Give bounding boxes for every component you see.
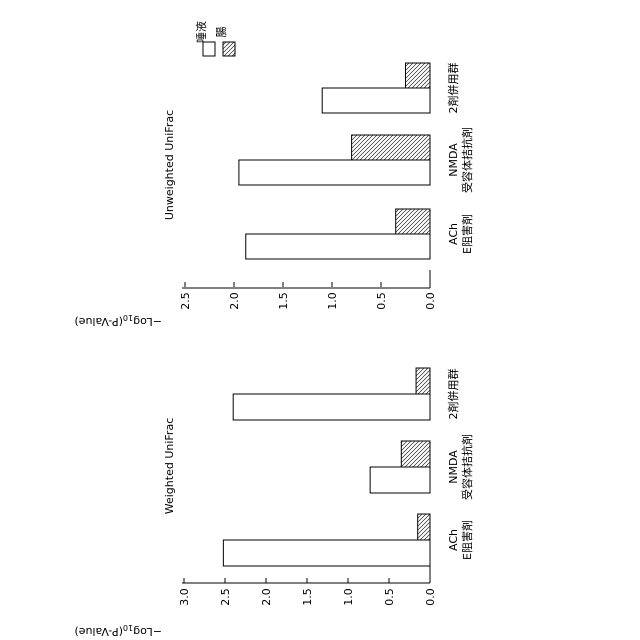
legend-swatch-intestine — [223, 42, 235, 56]
category-label: ACh — [447, 223, 460, 245]
tick-label: 3.0 — [178, 588, 191, 606]
tick-label: 0.0 — [424, 588, 437, 606]
bar-intestine — [401, 441, 430, 467]
bar-intestine — [396, 209, 430, 234]
bar-saliva — [239, 160, 430, 185]
unweighted-ticks: 0.0 0.5 1.0 1.5 2.0 2.5 — [179, 282, 437, 310]
bar-intestine — [418, 514, 430, 540]
weighted-ticks: 0.0 0.5 1.0 1.5 2.0 2.5 3.0 — [178, 578, 437, 606]
legend: 唾液 腸 — [194, 21, 235, 56]
bar-intestine — [416, 368, 430, 394]
legend-swatch-saliva — [203, 42, 215, 56]
category-label: 2剤併用群 — [446, 369, 460, 420]
category-label: NMDA — [447, 450, 460, 484]
tick-label: 1.0 — [342, 588, 355, 606]
tick-label: 1.5 — [277, 292, 290, 310]
bar-saliva — [370, 467, 430, 493]
unweighted-unifrac-panel: 0.0 0.5 1.0 1.5 2.0 2.5 AChE阻害剤 NMDA受容体拮抗剤2剤併用… — [74, 63, 474, 329]
unweighted-title: Unweighted UniFrac — [163, 110, 176, 220]
weighted-title: Weighted UniFrac — [163, 418, 176, 515]
category-label: ACh — [447, 529, 460, 551]
tick-label: 2.5 — [179, 292, 192, 310]
bar-saliva — [233, 394, 430, 420]
legend-label-saliva: 唾液 — [194, 21, 208, 43]
bar-saliva — [223, 540, 430, 566]
tick-label: 0.5 — [375, 292, 388, 310]
category-label: NMDA — [447, 143, 460, 177]
unweighted-category-labels: AChE阻害剤 NMDA受容体拮抗剤2剤併用群 — [446, 63, 474, 254]
weighted-bars — [223, 368, 430, 566]
weighted-y-axis-title: −Log10(P-Value) — [74, 623, 162, 638]
legend-label-intestine: 腸 — [215, 27, 228, 38]
weighted-category-labels: AChE阻害剤 NMDA受容体拮抗剤2剤併用群 — [446, 369, 474, 560]
tick-label: 2.0 — [228, 292, 241, 310]
category-label: 2剤併用群 — [446, 63, 460, 114]
tick-label: 0.5 — [383, 588, 396, 606]
bar-intestine — [406, 63, 431, 88]
tick-label: 0.0 — [424, 292, 437, 310]
tick-label: 1.0 — [326, 292, 339, 310]
bar-intestine — [352, 135, 430, 160]
category-label: E阻害剤 — [460, 520, 474, 560]
tick-label: 1.5 — [301, 588, 314, 606]
category-label: E阻害剤 — [460, 214, 474, 254]
weighted-unifrac-panel: 0.0 0.5 1.0 1.5 2.0 2.5 3.0 AChE阻害剤 NMDA受容体拮抗剤2… — [74, 368, 474, 638]
tick-label: 2.5 — [219, 588, 232, 606]
unweighted-y-axis-title: −Log10(P-Value) — [74, 313, 162, 328]
tick-label: 2.0 — [260, 588, 273, 606]
category-label: 受容体拮抗剤 — [460, 434, 474, 500]
bar-saliva — [322, 88, 430, 113]
unweighted-bars — [239, 63, 430, 259]
bar-saliva — [246, 234, 430, 259]
category-label: 受容体拮抗剤 — [460, 127, 474, 193]
